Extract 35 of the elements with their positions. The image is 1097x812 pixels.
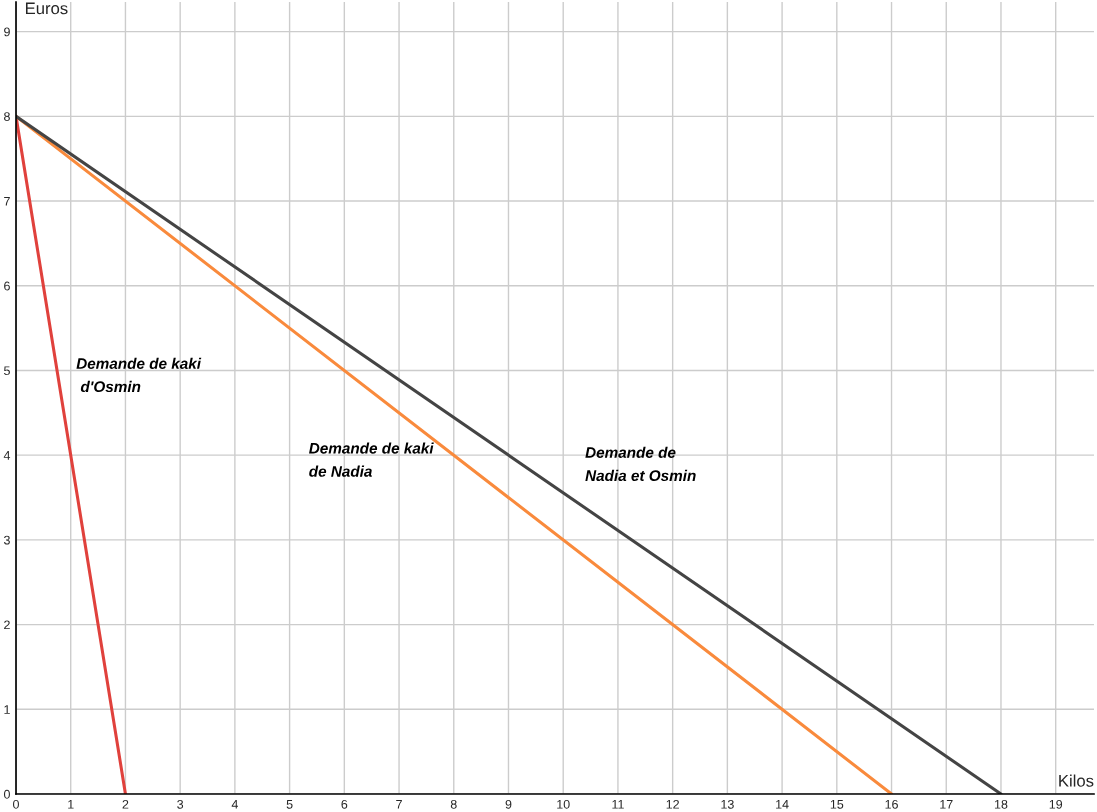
x-tick-label: 13 (721, 799, 734, 809)
x-tick-label: 4 (231, 800, 238, 809)
y-tick-label: 1 (4, 705, 10, 714)
x-tick-label: 16 (885, 799, 898, 809)
y-tick-label: 4 (3, 451, 11, 460)
x-tick-label: 11 (612, 800, 624, 809)
x-tick-label: 18 (994, 799, 1008, 809)
x-tick-label: 6 (341, 799, 348, 809)
y-tick-label: 3 (3, 535, 10, 545)
x-tick-label: 5 (286, 800, 293, 809)
x-tick-label: 17 (940, 800, 953, 809)
series-label: Demande de kaki d'Osmin (76, 357, 202, 393)
x-tick-label: 12 (666, 799, 679, 809)
x-tick-label: 15 (830, 800, 844, 809)
x-tick-label: 2 (122, 799, 129, 809)
x-tick-label: 0 (13, 799, 19, 809)
y-tick-label: 0 (3, 789, 10, 799)
x-tick-label: 19 (1049, 799, 1063, 809)
x-tick-label: 7 (396, 800, 402, 809)
y-tick-label: 7 (4, 196, 10, 206)
y-axis-title: Euros (25, 2, 68, 15)
y-tick-label: 6 (4, 281, 10, 291)
x-tick-label: 10 (557, 799, 570, 809)
x-tick-label: 3 (177, 799, 184, 809)
y-tick-label: 9 (4, 27, 10, 37)
series-label: Demande de Nadia et Osmin (585, 446, 696, 482)
y-tick-label: 8 (4, 112, 10, 122)
x-axis-title: Kilos (1059, 774, 1094, 787)
x-tick-label: 1 (68, 800, 74, 809)
x-tick-label: 14 (776, 800, 789, 809)
x-tick-label: 8 (450, 799, 457, 809)
y-tick-label: 2 (4, 620, 10, 630)
y-tick-label: 5 (3, 366, 10, 376)
series-label: Demande de kaki de Nadia (309, 442, 434, 477)
x-tick-label: 9 (505, 799, 512, 809)
